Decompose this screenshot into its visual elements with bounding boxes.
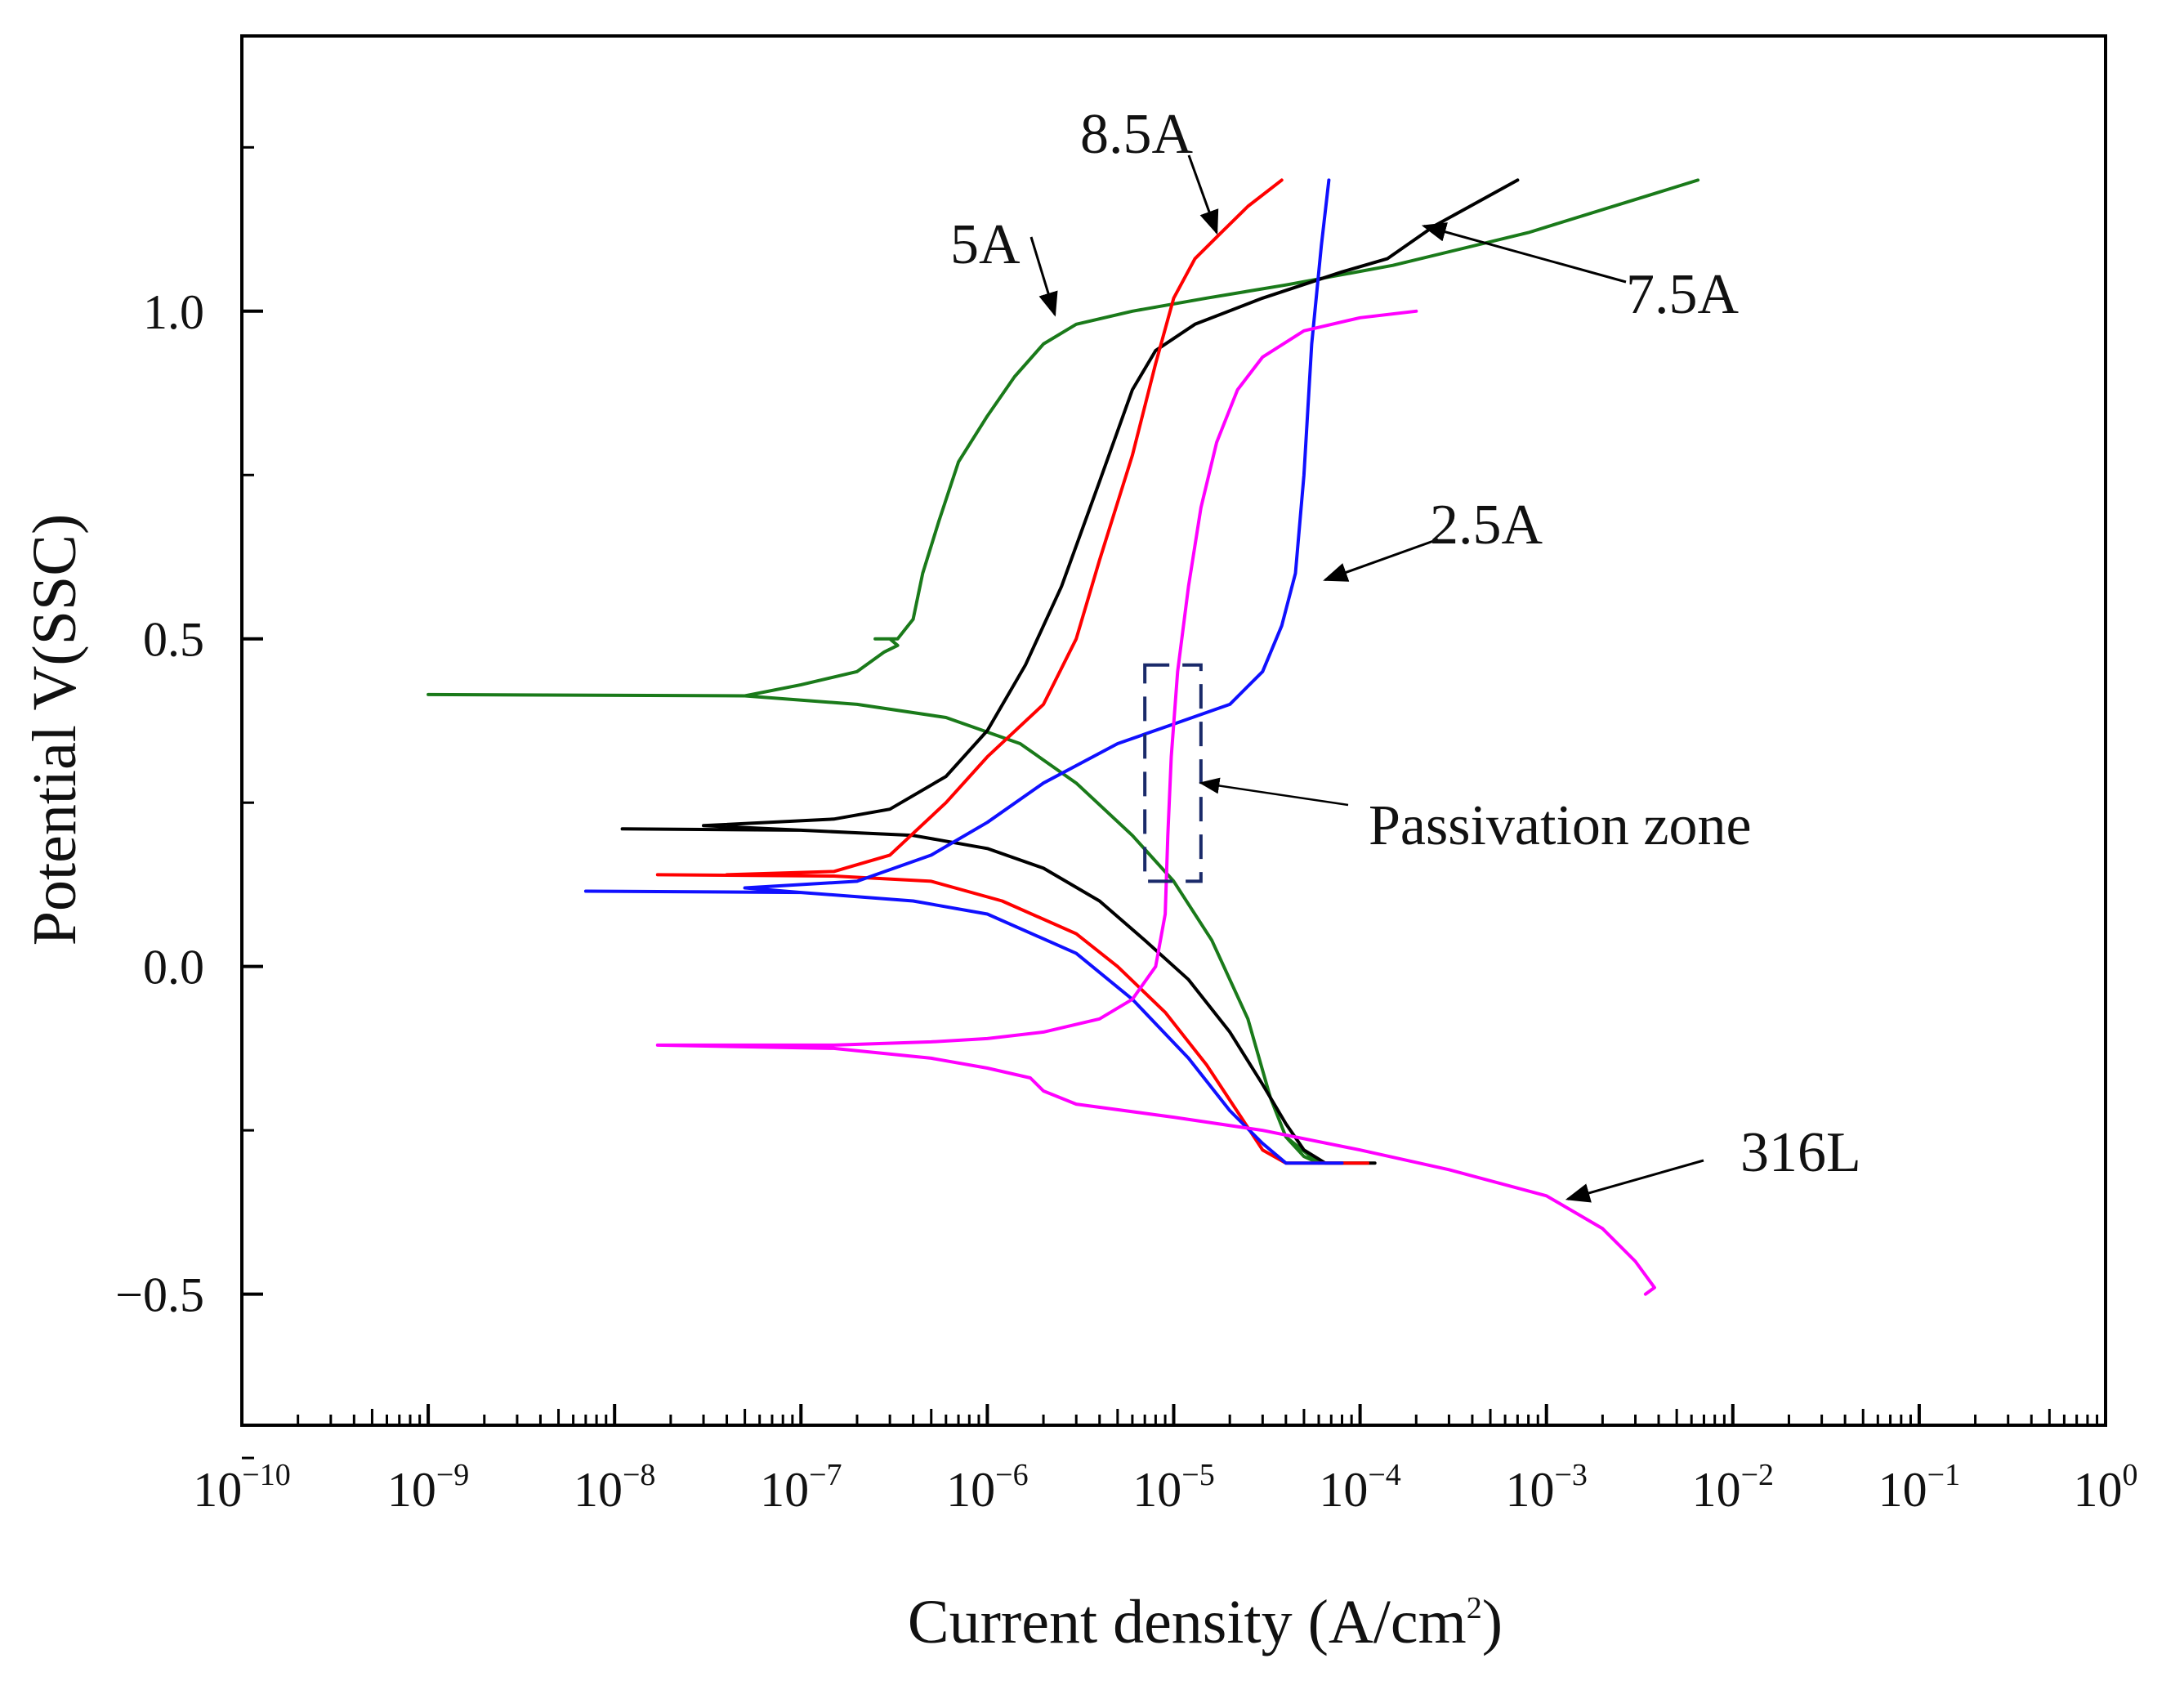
x-tick-label: 10−7 <box>760 1458 842 1517</box>
arrow-2-5a <box>1323 538 1439 582</box>
x-tick-label: 10−9 <box>387 1458 469 1517</box>
y-axis-title: Potential V(SSC) <box>20 514 89 946</box>
passivation-zone-box <box>1143 663 1203 883</box>
arrow-8-5a <box>1187 154 1219 235</box>
series-line-316l <box>655 309 1656 1296</box>
x-tick-label: 10−3 <box>1505 1458 1587 1517</box>
series-line-7-5a <box>620 178 1520 1165</box>
y-tick-label: 0.0 <box>143 941 204 995</box>
x-tick-label: 10−4 <box>1319 1458 1400 1517</box>
annotations: 8.5A 5A 7.5A 2.5A Passivation zone 316L <box>950 103 1861 1203</box>
axis-ticks <box>240 145 2107 1460</box>
arrow-5a <box>1029 236 1058 317</box>
arrow-passivation-zone <box>1199 777 1349 807</box>
series-line-8-5a <box>655 178 1369 1165</box>
x-tick-labels: 10−10 10−9 10−8 10−7 10−6 10−5 10−4 10−3 10−2 10−… <box>193 1458 2137 1517</box>
series-line-2-5a <box>583 178 1344 1165</box>
series-line-5a <box>427 178 1700 1165</box>
x-tick-label: 10−8 <box>574 1458 655 1517</box>
label-8-5a: 8.5A <box>1080 103 1194 166</box>
x-tick-label: 10−1 <box>1878 1458 1960 1517</box>
x-axis-title: Current density (A/cm2) <box>908 1588 1503 1656</box>
x-tick-label: 10−5 <box>1132 1458 1214 1517</box>
label-5a: 5A <box>950 213 1021 276</box>
x-tick-label: 10−2 <box>1692 1458 1774 1517</box>
arrow-7-5a <box>1421 222 1627 284</box>
x-tick-label: 10−6 <box>946 1458 1028 1517</box>
label-2-5a: 2.5A <box>1430 494 1543 557</box>
y-tick-label: 0.5 <box>143 613 204 667</box>
series-layer <box>427 178 1700 1296</box>
y-tick-label: 1.0 <box>143 285 204 339</box>
arrow-316l <box>1565 1159 1704 1203</box>
y-tick-labels: −0.5 0.0 0.5 1.0 <box>115 285 204 1322</box>
label-316l: 316L <box>1740 1121 1861 1184</box>
x-tick-label: 100 <box>2074 1458 2138 1517</box>
label-passivation-zone: Passivation zone <box>1369 794 1752 857</box>
x-tick-label: 10−10 <box>193 1458 290 1517</box>
label-7-5a: 7.5A <box>1626 263 1740 326</box>
y-tick-label: −0.5 <box>115 1268 204 1322</box>
